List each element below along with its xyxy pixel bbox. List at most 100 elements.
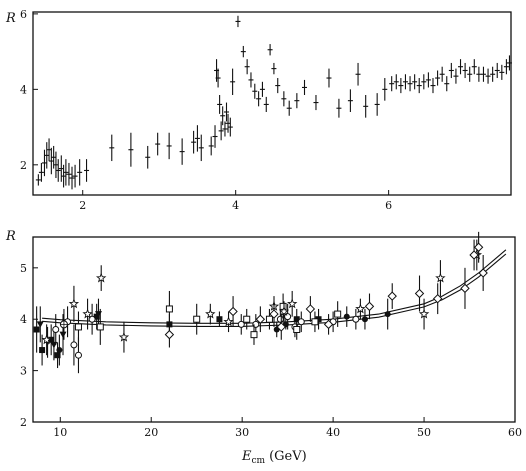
data-point-open-square (293, 319, 301, 340)
point-marker (54, 352, 61, 359)
data-point-filled-circle (384, 298, 391, 330)
data-point-open-star (68, 285, 80, 322)
point-marker (33, 326, 40, 333)
data-point-dash (430, 78, 436, 94)
data-point-dash (389, 76, 395, 92)
data-point-dash (248, 72, 254, 88)
point-marker (343, 313, 350, 320)
data-point-open-circle (70, 324, 78, 366)
bottom-x-tick-label: 20 (144, 426, 158, 439)
data-point-dash (326, 68, 332, 88)
point-marker (418, 308, 430, 319)
data-point-open-star (82, 298, 93, 330)
data-point-dash (191, 130, 197, 154)
point-marker (460, 283, 470, 294)
point-marker (96, 323, 104, 331)
data-point-dash (467, 66, 473, 82)
data-point-open-diamond (255, 306, 266, 333)
data-point-dash (179, 138, 185, 165)
data-point-dash (198, 134, 204, 162)
data-point-open-diamond (473, 231, 484, 263)
point-marker (52, 326, 60, 333)
data-point-dash (355, 62, 361, 86)
data-point-open-diamond (469, 239, 479, 271)
data-point-dash (84, 159, 90, 182)
bottom-x-tick-label: 30 (235, 426, 249, 439)
data-point-open-diamond (164, 321, 175, 348)
data-point-dash (363, 95, 369, 118)
point-marker (414, 288, 425, 299)
point-marker (323, 319, 334, 330)
data-point-dash (223, 102, 229, 122)
point-marker (205, 308, 216, 319)
data-point-dash (412, 74, 418, 90)
data-point-dash (145, 145, 151, 169)
point-marker (250, 331, 258, 339)
data-point-dash (252, 83, 258, 99)
point-marker (56, 347, 63, 354)
data-point-dash (194, 125, 200, 152)
data-point-dash (61, 164, 67, 188)
point-marker (216, 316, 223, 323)
top-y-tick-label: 4 (20, 83, 27, 96)
point-marker (355, 303, 366, 314)
data-point-open-square (334, 301, 342, 327)
point-marker (118, 331, 130, 342)
data-point-dash (220, 106, 226, 126)
x-axis-subscript: cm (252, 456, 266, 466)
data-point-dash (471, 59, 477, 75)
data-point-open-circle (88, 303, 96, 335)
data-point-open-star (355, 298, 366, 320)
point-marker (93, 313, 100, 320)
point-marker (315, 316, 322, 323)
data-point-dash (494, 62, 500, 79)
data-point-dash (244, 59, 250, 75)
point-marker (293, 326, 301, 333)
data-point-open-circle (297, 311, 305, 333)
data-point-dash (425, 72, 431, 88)
point-marker (287, 298, 298, 309)
point-marker (432, 293, 443, 304)
bottom-y-axis-label: R (5, 229, 16, 244)
top-panel-frame (32, 11, 512, 196)
data-point-dash (263, 96, 269, 112)
data-point-dash (63, 159, 69, 186)
point-marker (278, 306, 290, 316)
data-point-dash (44, 142, 50, 169)
point-marker (364, 301, 375, 312)
data-point-open-circle (74, 337, 82, 374)
data-point-open-diamond (305, 296, 316, 322)
data-point-dash (382, 78, 388, 101)
top-x-tick-label: 4 (232, 199, 239, 212)
top-y-tick-label: 2 (20, 159, 27, 172)
data-point-dash (66, 162, 72, 186)
data-point-dash (435, 70, 441, 86)
data-point-dash (462, 62, 468, 79)
data-point-dash (393, 74, 399, 90)
bottom-y-tick-label: 5 (20, 262, 27, 275)
data-point-open-square (311, 311, 319, 333)
point-marker (68, 298, 80, 309)
bottom-y-tick-label: 3 (20, 365, 27, 378)
point-marker (297, 318, 305, 326)
data-point-open-square (165, 290, 173, 327)
data-point-filled-square (33, 306, 40, 353)
point-marker (164, 329, 175, 340)
data-point-dash (421, 74, 427, 90)
data-point-dash (69, 166, 75, 190)
point-marker (305, 304, 316, 314)
bottom-panel: R Ecm (GeV) 10 20 30 40 50 60 2 3 4 5 (5, 229, 522, 466)
data-point-dash (55, 159, 61, 182)
point-marker (265, 315, 273, 323)
x-axis-symbol: E (241, 449, 252, 464)
data-point-dash (336, 98, 342, 118)
point-marker (228, 306, 238, 317)
point-marker (70, 341, 78, 349)
data-point-dash (480, 66, 486, 82)
data-point-dash (215, 68, 221, 88)
data-point-dash (444, 76, 450, 92)
data-point-dash (230, 68, 236, 96)
data-point-dash (227, 117, 233, 137)
